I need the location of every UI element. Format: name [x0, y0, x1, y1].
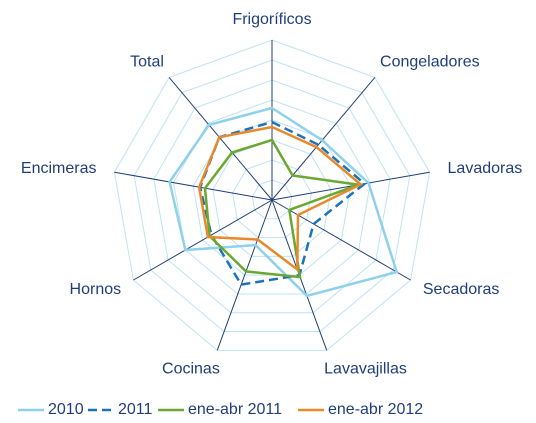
series-line: [168, 106, 399, 298]
series-line: [198, 120, 367, 286]
grid-ring: [212, 139, 332, 257]
grid-ring: [133, 59, 411, 333]
category-label: Lavadoras: [448, 160, 523, 177]
grid-ring: [113, 39, 431, 351]
series-line: [203, 138, 360, 279]
category-label: Frigoríficos: [232, 11, 311, 28]
axis-line: [271, 171, 430, 201]
axis-line: [216, 199, 273, 351]
axis-line: [133, 199, 273, 281]
category-label: Secadoras: [423, 281, 500, 298]
legend-label: 2010: [48, 401, 84, 418]
category-label: Total: [130, 53, 164, 70]
axis-line: [168, 77, 273, 201]
grid-ring: [232, 159, 312, 239]
category-label: Encimeras: [21, 160, 97, 177]
category-label: Hornos: [70, 281, 122, 298]
grid-ring: [251, 179, 293, 220]
category-label: Congeladores: [380, 53, 480, 70]
axis-line: [271, 77, 376, 201]
legend-label: ene-abr 2012: [328, 401, 423, 418]
category-label: Lavavajillas: [324, 360, 407, 377]
series-line: [197, 125, 363, 272]
category-label: Cocinas: [162, 360, 220, 377]
axis-line: [271, 199, 411, 281]
grid-ring: [153, 79, 391, 314]
axis-line: [114, 171, 273, 201]
legend-label: ene-abr 2011: [188, 401, 282, 418]
legend-label: 2011: [118, 401, 153, 418]
